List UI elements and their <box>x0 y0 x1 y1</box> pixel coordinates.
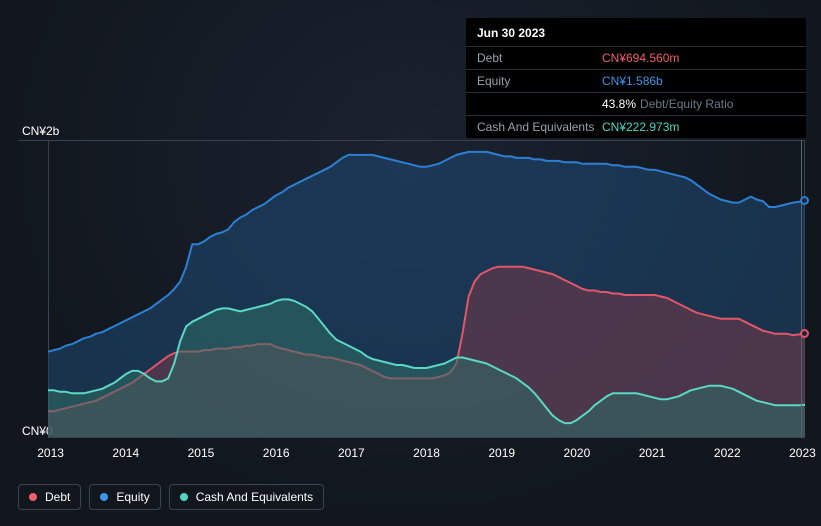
tooltip-row-label: Cash And Equivalents <box>477 121 602 133</box>
tooltip-row-label: Equity <box>477 75 602 87</box>
chart-tooltip: Jun 30 2023 DebtCN¥694.560mEquityCN¥1.58… <box>466 18 806 138</box>
debt-end-dot <box>800 329 809 338</box>
x-tick-label: 2014 <box>88 446 163 460</box>
chart-legend: Debt Equity Cash And Equivalents <box>18 484 324 510</box>
x-tick-label: 2016 <box>239 446 314 460</box>
x-tick-label: 2021 <box>615 446 690 460</box>
tooltip-row-value: CN¥222.973m <box>602 121 679 133</box>
tooltip-row: DebtCN¥694.560m <box>466 46 806 69</box>
x-tick-label: 2013 <box>13 446 88 460</box>
chart-hover-line <box>801 140 802 438</box>
tooltip-row-label: Debt <box>477 52 602 64</box>
legend-label: Equity <box>116 490 149 504</box>
area-chart[interactable] <box>48 140 805 438</box>
cash-legend-dot <box>180 493 188 501</box>
legend-label: Cash And Equivalents <box>196 490 313 504</box>
tooltip-row-value: CN¥694.560m <box>602 52 679 64</box>
equity-end-dot <box>800 196 809 205</box>
x-tick-label: 2020 <box>539 446 614 460</box>
tooltip-date: Jun 30 2023 <box>466 18 806 46</box>
tooltip-row: EquityCN¥1.586b <box>466 69 806 92</box>
x-tick-label: 2018 <box>389 446 464 460</box>
tooltip-row-label <box>477 98 602 110</box>
x-tick-label: 2015 <box>163 446 238 460</box>
x-tick-label: 2019 <box>464 446 539 460</box>
legend-item-cash[interactable]: Cash And Equivalents <box>169 484 324 510</box>
legend-item-equity[interactable]: Equity <box>89 484 160 510</box>
tooltip-row-value: 43.8% <box>602 98 636 110</box>
legend-item-debt[interactable]: Debt <box>18 484 81 510</box>
x-tick-label: 2023 <box>765 446 821 460</box>
x-axis-labels: 2013201420152016201720182019202020212022… <box>13 446 821 460</box>
x-tick-label: 2022 <box>690 446 765 460</box>
legend-label: Debt <box>45 490 70 504</box>
tooltip-row: 43.8% Debt/Equity Ratio <box>466 92 806 115</box>
x-tick-label: 2017 <box>314 446 389 460</box>
tooltip-row-suffix: Debt/Equity Ratio <box>640 98 733 110</box>
equity-legend-dot <box>100 493 108 501</box>
tooltip-row: Cash And EquivalentsCN¥222.973m <box>466 115 806 138</box>
tooltip-row-value: CN¥1.586b <box>602 75 663 87</box>
y-axis-max-label: CN¥2b <box>22 124 59 138</box>
debt-legend-dot <box>29 493 37 501</box>
